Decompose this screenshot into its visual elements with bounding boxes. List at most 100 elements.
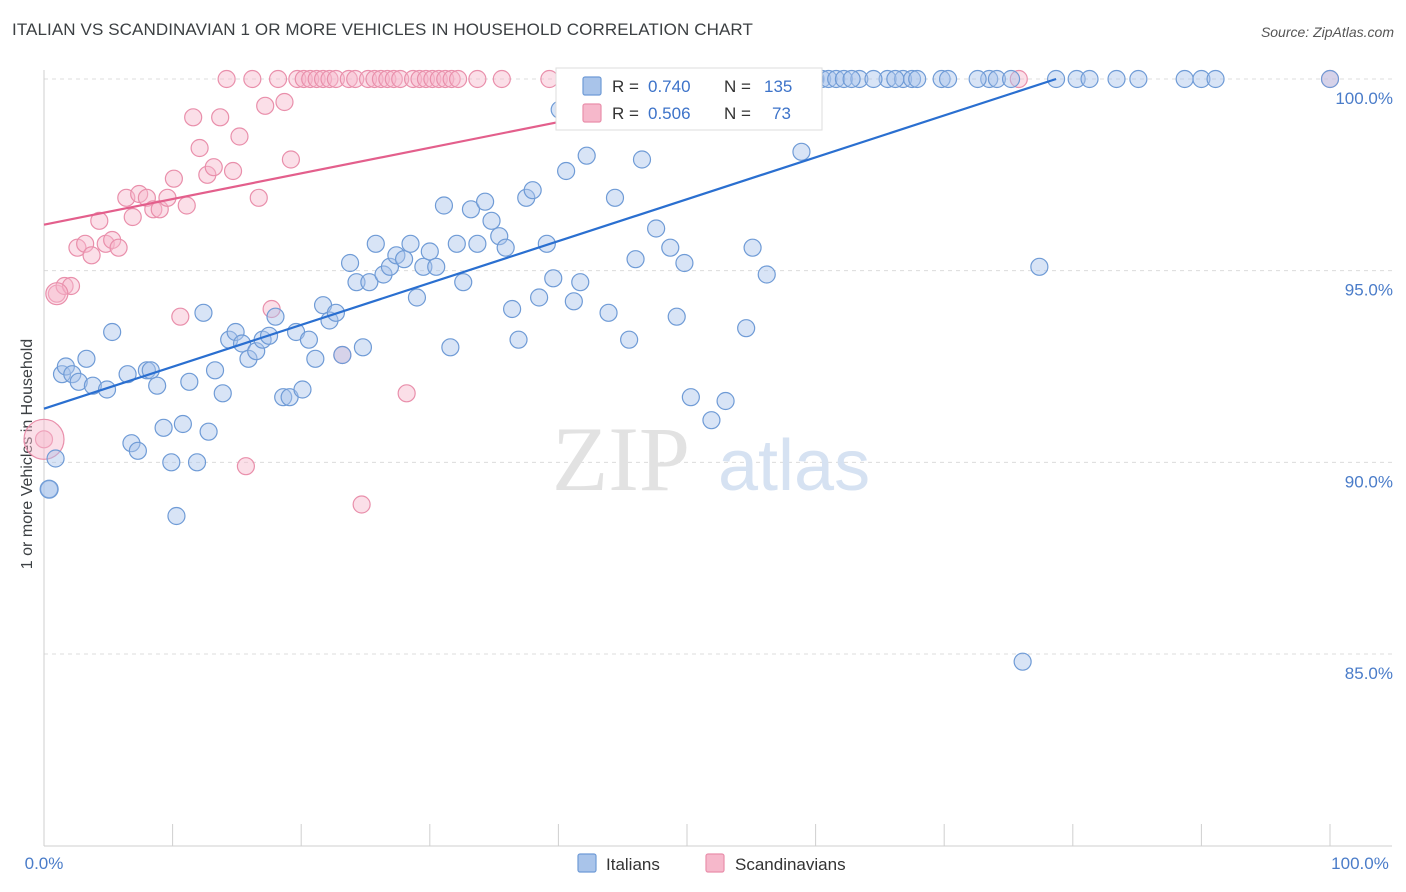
scandinavian-point <box>109 238 128 257</box>
italian-point <box>681 388 700 407</box>
italian-point <box>299 330 319 349</box>
italian-point <box>1206 69 1225 89</box>
italian-point <box>427 257 446 276</box>
italian-point <box>447 234 466 253</box>
scandinavian-point <box>320 69 339 89</box>
scandinavian-point <box>230 127 249 146</box>
italian-point <box>908 69 927 89</box>
italian-point <box>180 372 199 391</box>
chart-title: ITALIAN VS SCANDINAVIAN 1 OR MORE VEHICL… <box>12 20 753 39</box>
italian-point <box>167 506 186 526</box>
scandinavian-point <box>307 69 326 89</box>
italian-point <box>1001 69 1021 89</box>
scandinavian-point <box>1009 69 1028 89</box>
italian-point <box>620 330 639 349</box>
scandinavian-point <box>217 69 236 89</box>
italian-point <box>347 273 366 292</box>
legend-r-value-scandinavians: 0.506 <box>648 104 691 123</box>
italian-point <box>878 69 897 89</box>
italian-point <box>407 288 427 307</box>
italian-point <box>661 238 680 257</box>
italian-point <box>968 69 987 89</box>
scandinavian-point <box>423 69 442 89</box>
legend-r-label-italians: R = <box>612 77 639 96</box>
italian-point <box>864 69 883 89</box>
italian-point <box>557 161 576 181</box>
italian-point <box>1320 69 1340 89</box>
italian-point <box>340 253 360 273</box>
italian-point <box>834 69 853 89</box>
scandinavian-point <box>281 150 301 169</box>
italian-point <box>306 349 325 368</box>
scandinavian-point-large <box>23 418 65 460</box>
scandinavian-point <box>184 108 203 127</box>
x-tick-label-max: 100.0% <box>1331 854 1389 873</box>
scandinavian-point <box>365 69 384 89</box>
italian-point <box>454 273 473 292</box>
scandinavian-point <box>313 69 333 89</box>
italian-point <box>154 418 173 437</box>
italian-point <box>1175 69 1194 89</box>
y-tick-label: 100.0% <box>1335 89 1393 108</box>
legend-swatch-italians <box>582 76 602 96</box>
scandinavian-point <box>204 158 223 177</box>
x-ticks <box>43 824 1331 846</box>
italian-point <box>490 227 509 246</box>
legend-n-value-scandinavians: 73 <box>772 104 791 123</box>
italian-point <box>274 388 293 407</box>
italian-point <box>482 211 501 230</box>
italian-point <box>632 150 652 169</box>
scandinavian-point-large <box>45 282 69 306</box>
italian-point <box>118 365 137 384</box>
italian-point <box>737 319 756 338</box>
italian-point <box>523 181 542 200</box>
italian-point <box>97 380 117 399</box>
italian-point <box>187 453 207 472</box>
bottom-legend-label-italians: Italians <box>606 855 660 874</box>
italian-point <box>1192 69 1211 89</box>
scandinavian-point <box>211 108 230 127</box>
scandinavian-point <box>416 69 436 89</box>
scandinavian-point <box>47 284 66 303</box>
watermark-zip: ZIP <box>552 408 690 510</box>
italian-point <box>333 345 352 365</box>
italian-point <box>420 242 439 261</box>
italian-point <box>360 273 379 292</box>
italian-point <box>461 200 481 219</box>
scandinavian-point <box>76 234 95 253</box>
italian-point <box>530 288 549 307</box>
italian-point <box>46 449 65 468</box>
scandinavian-point <box>34 430 54 449</box>
scandinavian-point <box>223 161 243 181</box>
italian-point <box>401 234 420 253</box>
italian-point <box>599 303 618 322</box>
italian-point <box>496 238 515 257</box>
italian-point <box>509 330 528 349</box>
italian-point <box>886 69 905 89</box>
italian-point <box>468 234 487 253</box>
italian-point <box>1067 69 1086 89</box>
scandinavian-point <box>326 69 346 89</box>
italian-point <box>647 219 666 238</box>
scandinavian-point <box>352 495 371 514</box>
scandinavian-point <box>403 69 423 89</box>
x-tick-label-min: 0.0% <box>25 854 64 873</box>
italian-point <box>293 380 312 399</box>
italian-point <box>239 349 258 368</box>
scandinavian-point <box>82 246 101 265</box>
scandinavian-point <box>144 200 163 219</box>
italian-point <box>128 441 147 460</box>
italian-point <box>605 188 625 207</box>
scandinavian-point <box>468 69 487 89</box>
legend-swatch-scandinavians <box>582 103 602 123</box>
italian-point <box>199 422 218 441</box>
watermark: ZIP atlas <box>552 408 870 510</box>
legend-n-label-italians: N = <box>724 77 751 96</box>
italian-point <box>702 411 721 430</box>
italian-point <box>667 307 686 326</box>
italian-point <box>83 376 102 395</box>
italian-point <box>987 69 1007 89</box>
scandinavian-point <box>288 69 307 89</box>
scandinavian-point <box>397 384 416 403</box>
